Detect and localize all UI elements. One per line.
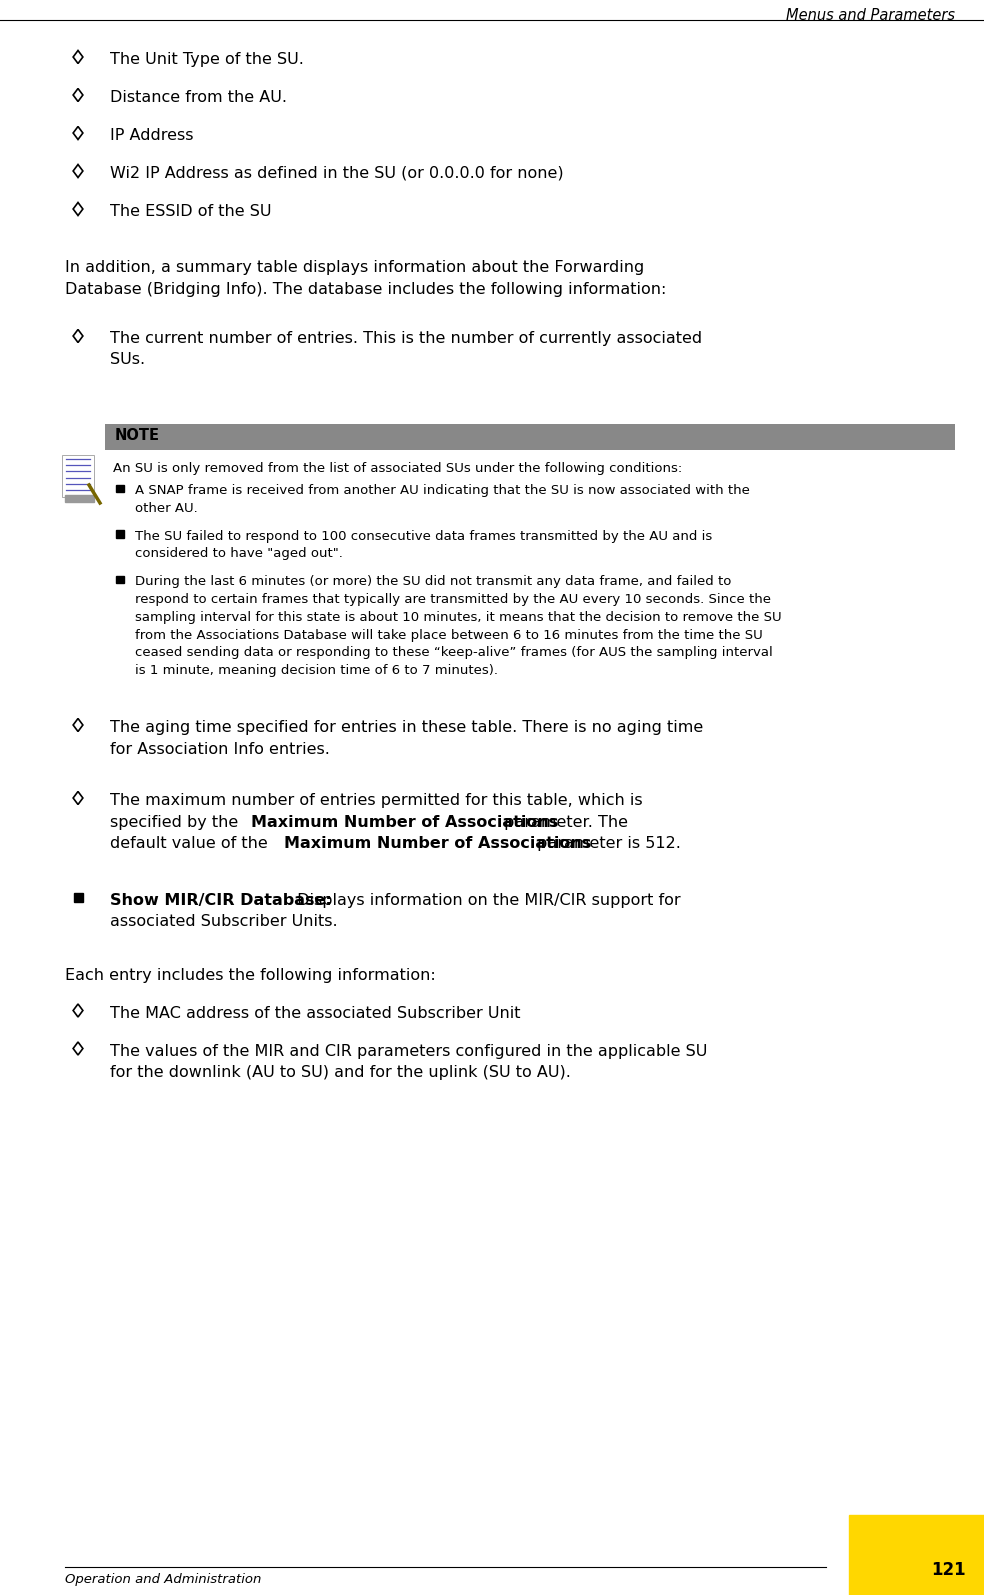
Bar [65, 494, 94, 502]
Text: Menus and Parameters: Menus and Parameters [786, 8, 955, 22]
Bar [849, 1515, 984, 1595]
Text: The MAC address of the associated Subscriber Unit: The MAC address of the associated Subscr… [110, 1005, 521, 1021]
Text: The SU failed to respond to 100 consecutive data frames transmitted by the AU an: The SU failed to respond to 100 consecut… [135, 530, 712, 542]
Text: for the downlink (AU to SU) and for the uplink (SU to AU).: for the downlink (AU to SU) and for the … [110, 1065, 571, 1080]
Text: IP Address: IP Address [110, 128, 194, 144]
Text: for Association Info entries.: for Association Info entries. [110, 742, 330, 756]
FancyBboxPatch shape [62, 455, 94, 498]
Text: Wi2 IP Address as defined in the SU (or 0.0.0.0 for none): Wi2 IP Address as defined in the SU (or … [110, 166, 564, 180]
Text: Show MIR/CIR Database:: Show MIR/CIR Database: [110, 893, 332, 908]
Text: specified by the: specified by the [110, 815, 243, 829]
Text: Maximum Number of Associations: Maximum Number of Associations [283, 836, 591, 852]
Text: sampling interval for this state is about 10 minutes, it means that the decision: sampling interval for this state is abou… [135, 611, 781, 624]
Text: is 1 minute, meaning decision time of 6 to 7 minutes).: is 1 minute, meaning decision time of 6 … [135, 664, 498, 678]
Text: An SU is only removed from the list of associated SUs under the following condit: An SU is only removed from the list of a… [113, 463, 682, 475]
Text: Operation and Administration: Operation and Administration [65, 1573, 262, 1585]
Text: associated Subscriber Units.: associated Subscriber Units. [110, 914, 338, 928]
Text: default value of the: default value of the [110, 836, 273, 852]
Text: During the last 6 minutes (or more) the SU did not transmit any data frame, and : During the last 6 minutes (or more) the … [135, 576, 731, 589]
Text: from the Associations Database will take place between 6 to 16 minutes from the : from the Associations Database will take… [135, 628, 763, 641]
Text: SUs.: SUs. [110, 352, 145, 367]
Text: respond to certain frames that typically are transmitted by the AU every 10 seco: respond to certain frames that typically… [135, 593, 771, 606]
Text: A SNAP frame is received from another AU indicating that the SU is now associate: A SNAP frame is received from another AU… [135, 483, 750, 498]
Text: In addition, a summary table displays information about the Forwarding: In addition, a summary table displays in… [65, 260, 645, 274]
Text: Each entry includes the following information:: Each entry includes the following inform… [65, 968, 436, 983]
Bar [116, 576, 124, 584]
Bar [116, 531, 124, 538]
Text: 121: 121 [932, 1562, 966, 1579]
Text: Distance from the AU.: Distance from the AU. [110, 89, 287, 105]
Text: The maximum number of entries permitted for this table, which is: The maximum number of entries permitted … [110, 793, 643, 809]
Text: other AU.: other AU. [135, 502, 198, 515]
Text: Displays information on the MIR/CIR support for: Displays information on the MIR/CIR supp… [292, 893, 681, 908]
FancyBboxPatch shape [105, 424, 955, 450]
Text: Database (Bridging Info). The database includes the following information:: Database (Bridging Info). The database i… [65, 281, 666, 297]
Text: The aging time specified for entries in these table. There is no aging time: The aging time specified for entries in … [110, 719, 704, 735]
Bar [74, 893, 83, 903]
Text: The ESSID of the SU: The ESSID of the SU [110, 204, 272, 219]
Text: parameter is 512.: parameter is 512. [532, 836, 681, 852]
Text: The values of the MIR and CIR parameters configured in the applicable SU: The values of the MIR and CIR parameters… [110, 1043, 707, 1059]
Text: NOTE: NOTE [115, 427, 160, 443]
Text: ceased sending data or responding to these “keep-alive” frames (for AUS the samp: ceased sending data or responding to the… [135, 646, 772, 659]
Text: considered to have "aged out".: considered to have "aged out". [135, 547, 342, 560]
Text: Maximum Number of Associations: Maximum Number of Associations [251, 815, 558, 829]
Text: The Unit Type of the SU.: The Unit Type of the SU. [110, 53, 304, 67]
Bar [116, 485, 124, 493]
Text: parameter. The: parameter. The [499, 815, 628, 829]
Text: The current number of entries. This is the number of currently associated: The current number of entries. This is t… [110, 332, 703, 346]
